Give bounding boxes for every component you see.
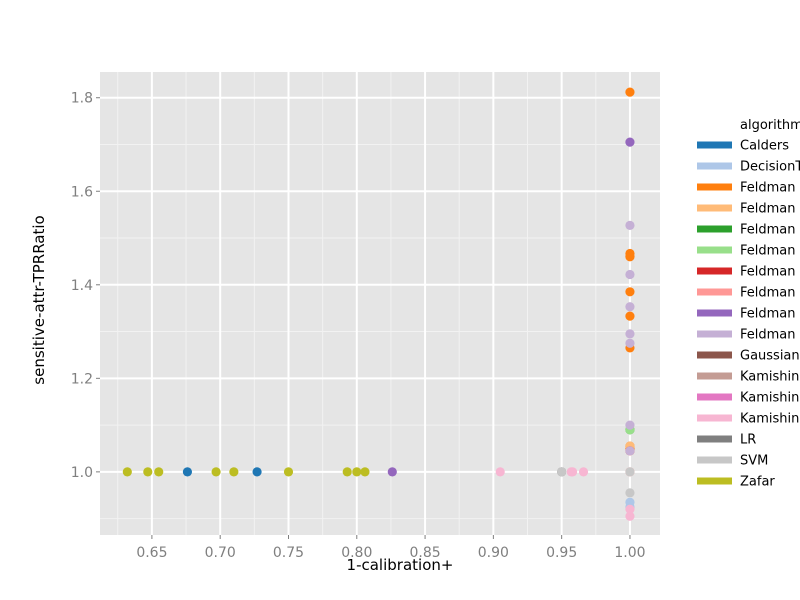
point-kamishima-diavgall (567, 467, 578, 477)
point-zafar (283, 467, 294, 477)
point-feldman-kamishima-accuracy (625, 338, 635, 348)
point-zafar (360, 467, 370, 477)
legend-label: Kamishin (740, 370, 799, 385)
x-tick-label: 0.65 (136, 545, 167, 561)
legend-label: LR (740, 433, 756, 448)
y-tick-label: 1.2 (71, 371, 93, 387)
point-svm (557, 467, 567, 477)
legend-label: Feldman (740, 307, 796, 322)
legend-swatch (697, 162, 732, 170)
point-feldman-decisiontree (625, 287, 635, 297)
x-tick-label: 0.80 (341, 545, 372, 561)
point-kamishima-diavgall (625, 511, 635, 521)
legend-label: DecisionT (740, 160, 800, 175)
legend-label: Calders (740, 139, 789, 154)
point-feldman-kamishima-accuracy (625, 420, 635, 430)
legend-swatch (697, 372, 732, 380)
legend-swatch (697, 246, 732, 254)
y-axis-title: sensitive-attr-TPRRatio (30, 215, 48, 384)
x-tick-label: 1.00 (614, 545, 645, 561)
legend-swatch (697, 393, 732, 401)
x-tick-label: 0.95 (546, 545, 577, 561)
y-tick-label: 1.6 (71, 184, 93, 200)
legend-label: Feldman (740, 286, 796, 301)
point-zafar (122, 467, 132, 477)
x-axis-ticks: 0.65 0.70 0.75 0.80 0.85 0.90 0.95 1.00 (136, 535, 646, 561)
legend-label: Kamishin (740, 412, 799, 427)
legend-label: SVM (740, 454, 768, 469)
point-svm (625, 467, 635, 477)
point-calders (182, 467, 193, 477)
point-zafar (211, 467, 221, 477)
point-feldman-kamishima-accuracy (625, 329, 635, 339)
point-calders (252, 467, 262, 477)
x-tick-label: 0.70 (205, 545, 236, 561)
legend-swatch (697, 225, 732, 233)
point-feldman-calders (625, 137, 635, 147)
legend-swatch (697, 309, 732, 317)
legend-swatch (697, 414, 732, 422)
point-feldman-decisiontree (625, 252, 635, 262)
legend-label: Feldman (740, 181, 796, 196)
legend-label: Feldman (740, 202, 796, 217)
y-tick-label: 1.8 (71, 91, 93, 107)
point-feldman-kamishima-accuracy (625, 220, 635, 230)
plot-panel (100, 72, 660, 535)
y-tick-label: 1.4 (71, 278, 93, 294)
legend-label: Feldman (740, 223, 796, 238)
legend-swatch (697, 141, 732, 149)
legend-swatch (697, 351, 732, 359)
x-tick-label: 0.75 (273, 545, 304, 561)
point-kamishima-diavgall (495, 467, 505, 477)
y-tick-label: 1.0 (71, 465, 93, 481)
legend-swatch (697, 288, 732, 296)
point-kamishima-diavgall (625, 504, 635, 514)
legend-swatch (697, 456, 732, 464)
point-zafar (342, 467, 352, 477)
legend-label: Kamishin (740, 391, 799, 406)
legend-swatch (697, 267, 732, 275)
point-feldman-kamishima-accuracy (625, 269, 635, 280)
point-kamishima-diavgall (578, 467, 589, 477)
point-zafar (229, 467, 239, 477)
legend-label: Feldman (740, 244, 796, 259)
point-feldman-calders (387, 467, 397, 477)
legend-swatch (697, 183, 732, 191)
point-feldman-kamishima-accuracy (625, 446, 635, 456)
y-axis-ticks: 1.0 1.2 1.4 1.6 1.8 (71, 91, 100, 481)
legend-swatch (697, 435, 732, 443)
point-svm (625, 488, 635, 498)
legend-label: Feldman (740, 328, 796, 343)
point-zafar (352, 467, 362, 477)
legend-swatch (697, 330, 732, 338)
legend-swatch (697, 204, 732, 212)
legend: algorithm Calders DecisionT Feldman Feldman… (697, 118, 800, 490)
x-axis-title: 1-calibration+ (347, 556, 454, 574)
legend-label: Gaussian (740, 349, 800, 364)
point-zafar (143, 467, 153, 477)
legend-label: Feldman (740, 265, 796, 280)
legend-swatch (697, 477, 732, 485)
point-feldman-decisiontree (625, 87, 635, 97)
point-zafar (154, 467, 164, 477)
x-tick-label: 0.90 (478, 545, 509, 561)
legend-label: Zafar (740, 475, 775, 490)
x-tick-label: 0.85 (409, 545, 440, 561)
point-feldman-decisiontree (625, 311, 635, 321)
point-feldman-kamishima-accuracy (625, 302, 635, 312)
minor-grid (100, 72, 660, 535)
legend-title: algorithm (740, 118, 800, 133)
data-points (122, 87, 635, 521)
